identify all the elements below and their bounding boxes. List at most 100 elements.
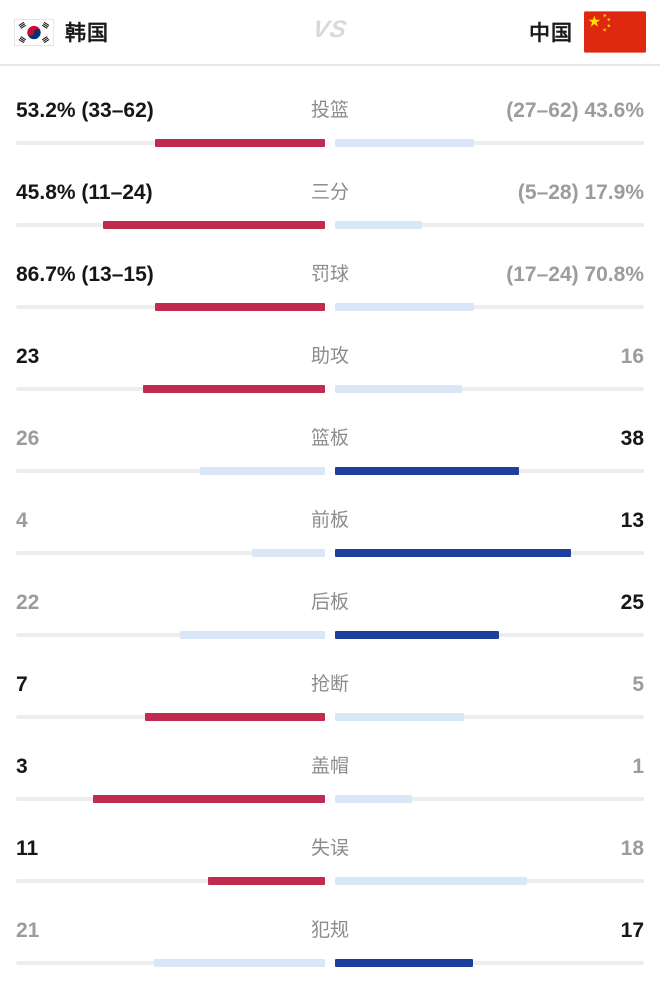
left-bar-half [16, 795, 325, 803]
stat-values: 26 篮板 38 [16, 426, 644, 452]
bar-track [335, 305, 644, 309]
header: 韩国 VS 中国 [0, 0, 660, 66]
right-value: 16 [620, 345, 644, 368]
right-bar-half [335, 139, 644, 147]
left-bar [252, 549, 325, 557]
stat-values: 45.8% (11–24) 三分 (5–28) 17.9% [16, 180, 644, 206]
right-value: 1 [632, 755, 644, 778]
left-bar-half [16, 385, 325, 393]
stat-label: 失误 [310, 838, 350, 859]
left-bar [144, 713, 325, 721]
right-bar [335, 549, 572, 557]
left-bar [102, 221, 325, 229]
right-value: 25 [620, 591, 644, 614]
right-value: 18 [620, 837, 644, 860]
right-bar-half [335, 221, 644, 229]
stat-bars [16, 139, 644, 147]
right-bar-half [335, 303, 644, 311]
stat-row: 23 助攻 16 [16, 312, 644, 394]
left-bar-half [16, 139, 325, 147]
left-bar-half [16, 221, 325, 229]
left-value: 23 [16, 345, 40, 368]
right-bar [335, 631, 500, 639]
left-value: 22 [16, 591, 40, 614]
stat-row: 11 失误 18 [16, 804, 644, 886]
right-team: 中国 [529, 11, 646, 53]
stat-label: 篮板 [310, 428, 350, 449]
right-value: (17–24) 70.8% [506, 263, 644, 286]
bar-track [335, 223, 644, 227]
right-bar [335, 467, 519, 475]
right-bar-half [335, 795, 644, 803]
stat-row: 7 抢断 5 [16, 640, 644, 722]
right-value: 17 [620, 919, 644, 942]
right-bar [335, 713, 464, 721]
stat-label: 盖帽 [310, 756, 350, 777]
right-value: (5–28) 17.9% [517, 181, 644, 204]
stat-row: 21 犯规 17 [16, 886, 644, 968]
right-bar [335, 959, 474, 967]
bar-track [335, 797, 644, 801]
korea-flag-icon [14, 18, 54, 46]
left-bar-half [16, 549, 325, 557]
stat-label: 投篮 [310, 100, 350, 121]
stat-values: 4 前板 13 [16, 508, 644, 534]
stat-bars [16, 303, 644, 311]
left-value: 53.2% (33–62) [16, 99, 154, 122]
bar-track [16, 633, 325, 637]
left-bar [207, 877, 325, 885]
stat-label: 罚球 [310, 264, 350, 285]
stat-bars [16, 631, 644, 639]
stat-bars [16, 221, 644, 229]
right-bar [335, 795, 413, 803]
right-bar [335, 385, 462, 393]
china-flag-icon [584, 11, 646, 53]
left-bar [180, 631, 325, 639]
left-bar-half [16, 467, 325, 475]
stat-row: 53.2% (33–62) 投篮 (27–62) 43.6% [16, 66, 644, 148]
stat-values: 21 犯规 17 [16, 918, 644, 944]
stat-values: 22 后板 25 [16, 590, 644, 616]
right-bar [335, 303, 475, 311]
right-team-name: 中国 [529, 22, 573, 45]
left-bar [155, 303, 325, 311]
left-value: 7 [16, 673, 28, 696]
left-value: 4 [16, 509, 28, 532]
left-bar-half [16, 303, 325, 311]
bar-track [335, 387, 644, 391]
left-value: 3 [16, 755, 28, 778]
stat-label: 后板 [310, 592, 350, 613]
left-bar-half [16, 959, 325, 967]
left-bar-half [16, 713, 325, 721]
bar-track [16, 879, 325, 883]
stat-label: 犯规 [310, 920, 350, 941]
right-bar-half [335, 549, 644, 557]
stat-row: 26 篮板 38 [16, 394, 644, 476]
bar-track [335, 141, 644, 145]
right-value: (27–62) 43.6% [506, 99, 644, 122]
stat-label: 三分 [310, 182, 350, 203]
right-value: 13 [620, 509, 644, 532]
stat-label: 前板 [310, 510, 350, 531]
stat-bars [16, 549, 644, 557]
left-value: 11 [16, 837, 39, 860]
left-bar [154, 959, 325, 967]
stat-bars [16, 385, 644, 393]
bar-track [335, 715, 644, 719]
stat-bars [16, 713, 644, 721]
right-bar [335, 877, 527, 885]
stat-bars [16, 795, 644, 803]
left-bar [155, 139, 325, 147]
stats-list: 53.2% (33–62) 投篮 (27–62) 43.6% 45.8% (11… [0, 66, 660, 968]
stat-row: 22 后板 25 [16, 558, 644, 640]
stat-label: 助攻 [310, 346, 350, 367]
stat-row: 86.7% (13–15) 罚球 (17–24) 70.8% [16, 230, 644, 312]
right-bar [335, 221, 422, 229]
stat-row: 4 前板 13 [16, 476, 644, 558]
bar-track [16, 551, 325, 555]
stat-bars [16, 877, 644, 885]
stat-values: 7 抢断 5 [16, 672, 644, 698]
right-bar [335, 139, 475, 147]
right-bar-half [335, 959, 644, 967]
